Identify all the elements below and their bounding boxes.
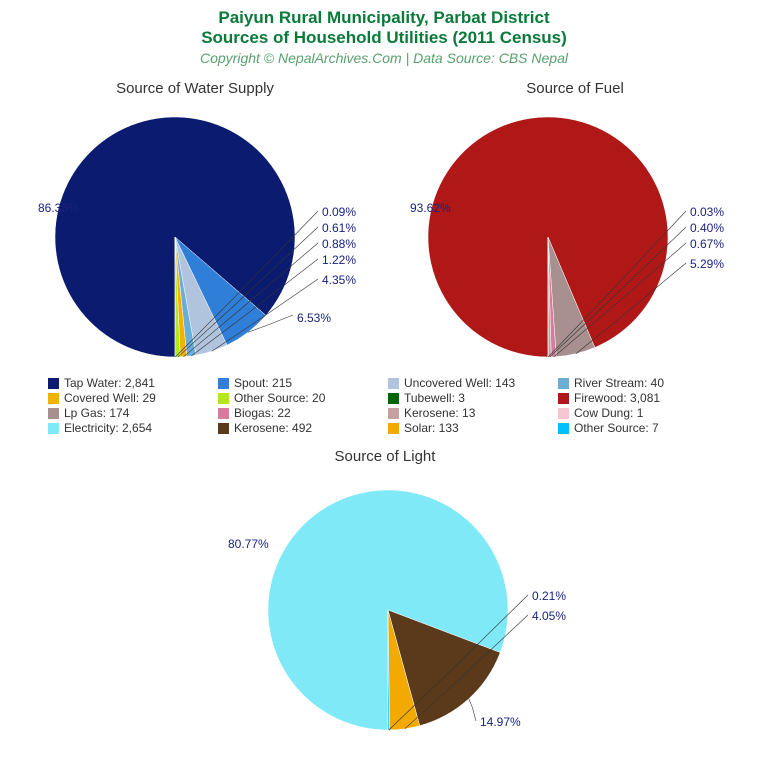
- legend-item: Lp Gas: 174: [48, 406, 218, 420]
- legend-item: Kerosene: 13: [388, 406, 558, 420]
- subtitle: Copyright © NepalArchives.Com | Data Sou…: [0, 50, 768, 66]
- legend-label: Spout: 215: [234, 376, 292, 390]
- legend-item: Other Source: 7: [558, 421, 728, 435]
- legend-label: Covered Well: 29: [64, 391, 156, 405]
- legend-swatch: [48, 408, 59, 419]
- legend-swatch: [388, 408, 399, 419]
- legend-swatch: [558, 423, 569, 434]
- pct-label: 6.53%: [297, 311, 331, 325]
- legend-item: River Stream: 40: [558, 376, 728, 390]
- light-chart-title: Source of Light: [220, 448, 550, 465]
- legend-swatch: [218, 408, 229, 419]
- legend-item: Cow Dung: 1: [558, 406, 728, 420]
- legend-label: Uncovered Well: 143: [404, 376, 515, 390]
- legend-swatch: [388, 378, 399, 389]
- light-pie: [220, 465, 550, 745]
- legend-swatch: [218, 423, 229, 434]
- pct-label: 0.21%: [532, 589, 566, 603]
- legend-row: Covered Well: 29 Other Source: 20 Tubewell…: [48, 391, 728, 405]
- legend-item: Solar: 133: [388, 421, 558, 435]
- legend-swatch: [218, 378, 229, 389]
- legend-label: Solar: 133: [404, 421, 459, 435]
- legend-item: Other Source: 20: [218, 391, 388, 405]
- legend-row: Lp Gas: 174 Biogas: 22 Kerosene: 13 Cow Dun…: [48, 406, 728, 420]
- legend-label: River Stream: 40: [574, 376, 664, 390]
- legend-item: Uncovered Well: 143: [388, 376, 558, 390]
- legend-swatch: [48, 423, 59, 434]
- pct-label: 1.22%: [322, 253, 356, 267]
- legend-item: Biogas: 22: [218, 406, 388, 420]
- legend-label: Kerosene: 13: [404, 406, 475, 420]
- title-block: Paiyun Rural Municipality, Parbat Distri…: [0, 0, 768, 66]
- legend-label: Electricity: 2,654: [64, 421, 152, 435]
- legend: Tap Water: 2,841 Spout: 215 Uncovered Well…: [48, 376, 728, 436]
- legend-item: Tap Water: 2,841: [48, 376, 218, 390]
- water-pie: [30, 97, 360, 367]
- legend-item: Spout: 215: [218, 376, 388, 390]
- legend-item: Tubewell: 3: [388, 391, 558, 405]
- legend-label: Other Source: 20: [234, 391, 325, 405]
- legend-swatch: [558, 408, 569, 419]
- light-chart-block: Source of Light 80.77%0.21%4.05%14.97%: [220, 448, 550, 745]
- legend-row: Tap Water: 2,841 Spout: 215 Uncovered Well…: [48, 376, 728, 390]
- legend-item: Electricity: 2,654: [48, 421, 218, 435]
- fuel-chart-title: Source of Fuel: [410, 80, 740, 97]
- legend-swatch: [218, 393, 229, 404]
- pct-label: 0.03%: [690, 205, 724, 219]
- legend-label: Other Source: 7: [574, 421, 659, 435]
- pct-label: 4.35%: [322, 273, 356, 287]
- pct-label: 0.09%: [322, 205, 356, 219]
- legend-swatch: [558, 393, 569, 404]
- pct-label: 5.29%: [690, 257, 724, 271]
- legend-label: Firewood: 3,081: [574, 391, 660, 405]
- water-chart-block: Source of Water Supply 86.33% 0.09% 0.61% 0…: [30, 80, 360, 367]
- pct-label: 14.97%: [480, 715, 521, 729]
- pct-label: 0.61%: [322, 221, 356, 235]
- legend-swatch: [558, 378, 569, 389]
- legend-label: Biogas: 22: [234, 406, 291, 420]
- legend-label: Cow Dung: 1: [574, 406, 643, 420]
- legend-swatch: [48, 393, 59, 404]
- legend-item: Firewood: 3,081: [558, 391, 728, 405]
- legend-item: Kerosene: 492: [218, 421, 388, 435]
- chart-container: Paiyun Rural Municipality, Parbat Distri…: [0, 0, 768, 768]
- legend-label: Tubewell: 3: [404, 391, 465, 405]
- pct-label: 80.77%: [228, 537, 269, 551]
- pct-label: 86.33%: [38, 201, 79, 215]
- legend-row: Electricity: 2,654 Kerosene: 492 Solar: 13…: [48, 421, 728, 435]
- fuel-chart-block: Source of Fuel 93.62% 0.03% 0.40% 0.67% 5.29…: [410, 80, 740, 367]
- pct-label: 0.67%: [690, 237, 724, 251]
- legend-item: Covered Well: 29: [48, 391, 218, 405]
- legend-label: Lp Gas: 174: [64, 406, 129, 420]
- legend-label: Tap Water: 2,841: [64, 376, 155, 390]
- water-chart-title: Source of Water Supply: [30, 80, 360, 97]
- legend-swatch: [388, 423, 399, 434]
- legend-label: Kerosene: 492: [234, 421, 312, 435]
- title-line-1: Paiyun Rural Municipality, Parbat Distri…: [0, 8, 768, 28]
- legend-swatch: [388, 393, 399, 404]
- pct-label: 0.88%: [322, 237, 356, 251]
- pct-label: 93.62%: [410, 201, 451, 215]
- title-line-2: Sources of Household Utilities (2011 Cen…: [0, 28, 768, 48]
- legend-swatch: [48, 378, 59, 389]
- pct-label: 4.05%: [532, 609, 566, 623]
- pct-label: 0.40%: [690, 221, 724, 235]
